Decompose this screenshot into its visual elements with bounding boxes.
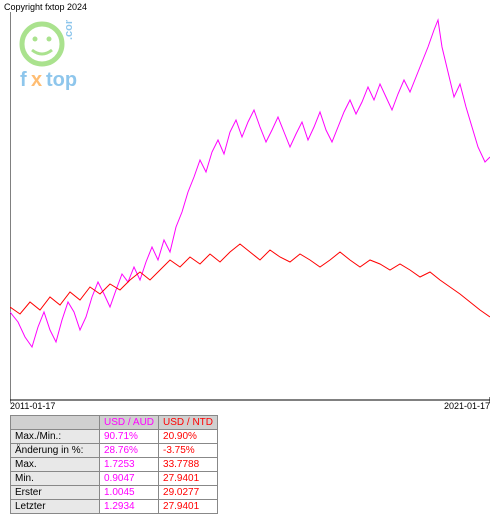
table-cell: 1.7253 (100, 458, 159, 472)
table-cell: 0.9047 (100, 472, 159, 486)
table-cell: 33.7788 (159, 458, 218, 472)
table-cell: 1.2934 (100, 500, 159, 514)
table-row: Erster1.004529.0277 (11, 486, 218, 500)
table-cell: 1.0045 (100, 486, 159, 500)
row-label: Max. (11, 458, 100, 472)
table-cell: 29.0277 (159, 486, 218, 500)
stats-table: USD / AUDUSD / NTDMax./Min.:90.71%20.90%… (10, 415, 218, 514)
row-label: Änderung in %: (11, 444, 100, 458)
table-cell: 20.90% (159, 430, 218, 444)
chart-area (10, 12, 490, 400)
table-row: Letzter1.293427.9401 (11, 500, 218, 514)
table-cell: 27.9401 (159, 472, 218, 486)
x-axis-start-label: 2011-01-17 (10, 401, 55, 411)
column-header: USD / NTD (159, 416, 218, 430)
table-row: Max.1.725333.7788 (11, 458, 218, 472)
column-header: USD / AUD (100, 416, 159, 430)
row-label: Min. (11, 472, 100, 486)
copyright-text: Copyright fxtop 2024 (4, 2, 87, 12)
table-cell: 27.9401 (159, 500, 218, 514)
table-row: Max./Min.:90.71%20.90% (11, 430, 218, 444)
x-axis-end-label: 2021-01-17 (444, 401, 490, 411)
row-label: Erster (11, 486, 100, 500)
row-label: Letzter (11, 500, 100, 514)
table-cell: 28.76% (100, 444, 159, 458)
chart-svg (10, 12, 490, 404)
table-cell: 90.71% (100, 430, 159, 444)
row-label: Max./Min.: (11, 430, 100, 444)
table-row: Änderung in %:28.76%-3.75% (11, 444, 218, 458)
table-cell: -3.75% (159, 444, 218, 458)
table-row: Min.0.904727.9401 (11, 472, 218, 486)
table-corner (11, 416, 100, 430)
series-line (10, 244, 490, 317)
